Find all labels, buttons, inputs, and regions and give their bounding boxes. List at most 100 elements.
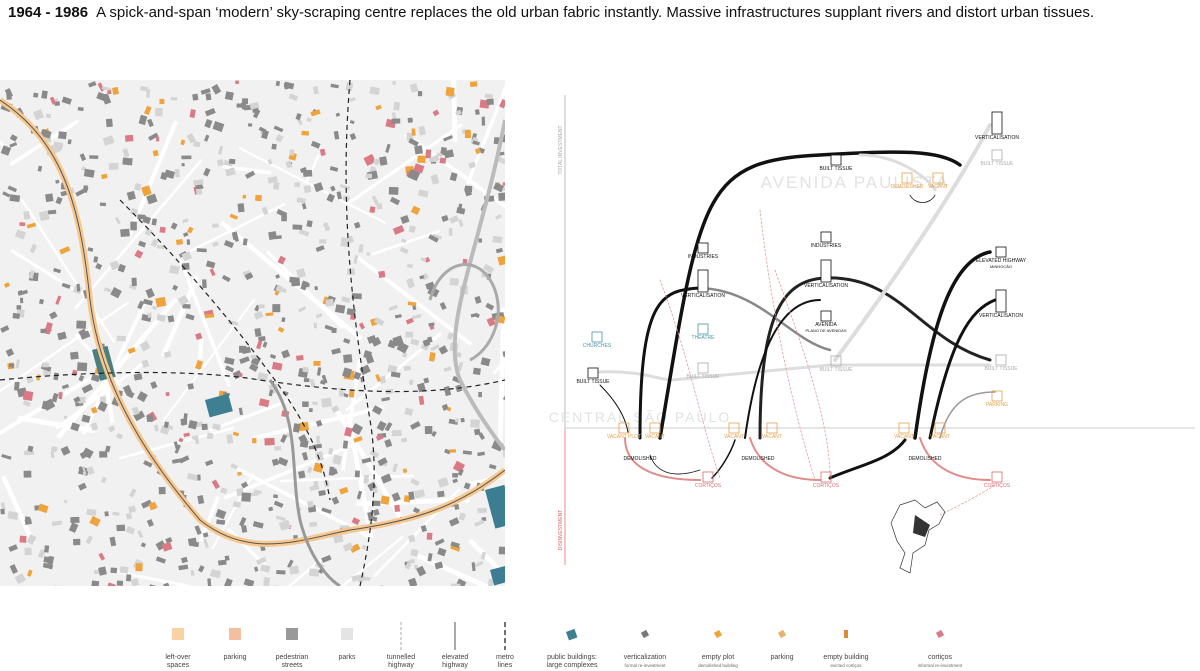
block: [49, 311, 58, 320]
node-label: CORTIÇOS: [695, 483, 722, 489]
block: [89, 515, 101, 527]
block: [33, 92, 39, 98]
block: [212, 120, 225, 132]
block: [99, 202, 107, 207]
node-label: INDUSTRIES: [688, 254, 719, 260]
block: [79, 153, 87, 162]
node-label: DEMOLISHED: [623, 456, 656, 462]
block: [375, 374, 382, 383]
block: [193, 179, 204, 186]
block: [257, 372, 269, 383]
street: [371, 229, 441, 256]
block: [103, 287, 112, 293]
block: [240, 102, 247, 110]
block: [278, 519, 291, 531]
node-icon: [697, 269, 709, 293]
block: [280, 434, 288, 444]
street: [238, 146, 387, 225]
node-icon: [934, 422, 946, 434]
block: [411, 128, 416, 136]
block: [151, 305, 158, 311]
node-label: VACANT: [762, 434, 782, 440]
block: [100, 476, 107, 484]
block: [321, 397, 332, 408]
block: [148, 501, 158, 511]
block: [228, 319, 239, 326]
block: [303, 378, 310, 383]
block: [101, 86, 111, 91]
block: [289, 276, 299, 284]
block: [498, 192, 505, 201]
block: [23, 450, 35, 456]
block: [390, 371, 401, 378]
block: [378, 270, 386, 278]
axis-bottom: DISINVESTMENT: [558, 510, 564, 551]
block: [380, 495, 390, 505]
block: [381, 396, 390, 402]
block: [225, 365, 235, 373]
block: [89, 155, 99, 159]
block: [253, 358, 260, 365]
block: [408, 559, 416, 564]
block: [81, 383, 94, 394]
block: [314, 286, 318, 291]
block: [124, 134, 134, 142]
block: [410, 205, 421, 215]
block: [165, 391, 170, 397]
block: [211, 241, 219, 248]
block: [93, 256, 99, 263]
block: [180, 418, 186, 426]
block: [457, 468, 464, 476]
block: [264, 437, 275, 446]
street: [73, 158, 203, 310]
block: [391, 429, 402, 437]
block: [268, 231, 277, 240]
node-label: CORTIÇOS: [984, 483, 1011, 489]
block: [412, 305, 417, 311]
block: [437, 477, 449, 488]
block: [410, 548, 419, 557]
block: [137, 300, 145, 310]
block: [122, 157, 133, 166]
street: [497, 307, 505, 446]
block: [2, 191, 11, 198]
block: [129, 284, 137, 290]
block: [220, 487, 228, 495]
block: [342, 542, 354, 552]
block: [38, 210, 50, 222]
block: [361, 576, 371, 582]
block: [122, 148, 130, 158]
block: [27, 445, 34, 452]
block: [353, 254, 359, 264]
block: [258, 398, 270, 408]
node-label: AVENIDA: [815, 322, 837, 328]
block: [190, 570, 195, 576]
block: [181, 155, 192, 160]
block: [19, 297, 24, 304]
block: [274, 446, 282, 451]
block: [82, 447, 94, 459]
block: [379, 156, 388, 166]
block: [15, 359, 21, 369]
block: [37, 503, 49, 514]
block: [272, 304, 281, 313]
node-label: BUILT TISSUE: [686, 374, 720, 380]
block: [342, 440, 349, 449]
block: [78, 374, 85, 382]
block: [349, 97, 356, 102]
legend-label: parks: [338, 654, 356, 661]
street: [209, 397, 293, 432]
block: [371, 195, 379, 205]
legend-note: formal re-investment: [624, 663, 666, 668]
block: [86, 508, 97, 516]
block: [414, 564, 418, 570]
block: [55, 196, 63, 205]
block: [427, 552, 433, 562]
block: [224, 578, 233, 586]
map: [0, 80, 505, 586]
block: [7, 185, 18, 193]
block: [344, 426, 353, 437]
block: [19, 222, 26, 227]
block: [186, 239, 191, 245]
block: [141, 499, 153, 509]
